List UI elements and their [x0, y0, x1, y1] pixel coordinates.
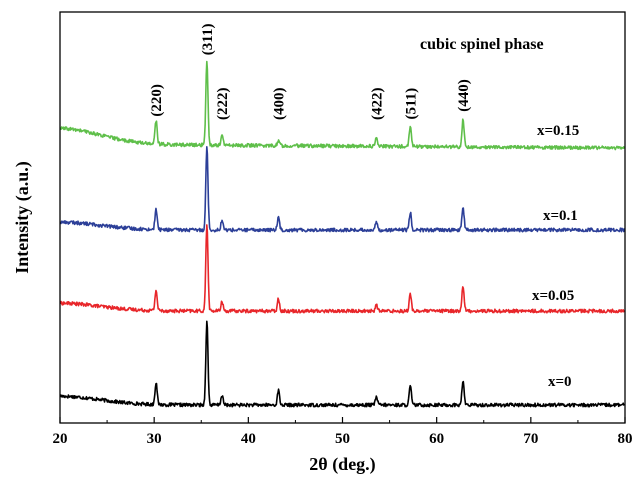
peak-label: (400) [272, 88, 288, 121]
x-tick-label: 70 [523, 431, 538, 447]
x-tick-label: 40 [241, 431, 256, 447]
x-tick-label: 30 [147, 431, 162, 447]
plot-frame [59, 11, 626, 424]
peak-labels: (220) (311) (222) (400) (422) (511) (440) [149, 24, 472, 120]
x-tick-label: 80 [618, 431, 633, 447]
series-line-x=0.1 [59, 145, 626, 233]
series-label: x=0.15 [537, 123, 579, 139]
peak-label: (311) [200, 24, 216, 56]
y-axis-label: Intensity (a.u.) [12, 161, 33, 274]
series-line-x=0.15 [60, 60, 626, 151]
x-axis-label: 2θ (deg.) [309, 454, 375, 475]
x-tick-label: 50 [335, 431, 350, 447]
series-label: x=0 [548, 374, 572, 390]
series-line-x=0.05 [59, 224, 626, 314]
phase-annotation: cubic spinel phase [420, 36, 544, 53]
peak-label: (220) [149, 84, 165, 117]
peak-label: (222) [215, 88, 231, 121]
peak-label: (440) [456, 79, 472, 112]
x-axis: 20 30 40 50 60 70 80 [53, 417, 633, 447]
x-tick-label: 20 [53, 431, 68, 447]
plot-area [59, 60, 626, 408]
series-labels: x=0 x=0.05 x=0.1 x=0.15 [532, 123, 579, 390]
series-line-x=0 [59, 320, 625, 408]
x-tick-label: 60 [429, 431, 444, 447]
series-label: x=0.05 [532, 288, 574, 304]
peak-label: (422) [369, 88, 385, 121]
peak-label: (511) [403, 88, 419, 120]
series-label: x=0.1 [543, 208, 578, 224]
